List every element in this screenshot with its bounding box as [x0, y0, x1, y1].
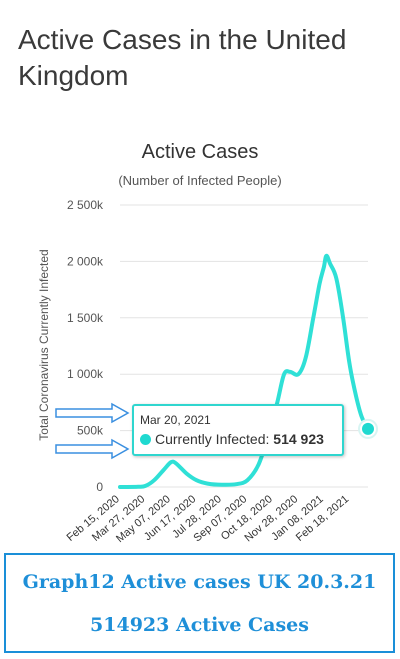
caption-line-1: Graph12 Active cases UK 20.3.21 [22, 571, 377, 593]
y-tick-label: 0 [96, 480, 103, 494]
annotation-arrow-shape [55, 438, 130, 460]
annotation-arrow-shape [55, 402, 130, 424]
y-tick-label: 2 500k [67, 198, 104, 212]
chart-tooltip: Mar 20, 2021 Currently Infected: 514 923 [132, 404, 344, 456]
y-tick-label: 1 500k [67, 311, 104, 325]
caption-line-2: 514923 Active Cases [90, 614, 309, 636]
y-tick-label: 1 000k [67, 367, 104, 381]
tooltip-series-label: Currently Infected: [155, 431, 270, 447]
page-title: Active Cases in the United Kingdom [18, 24, 347, 91]
annotation-arrows [55, 402, 130, 460]
caption-box: Graph12 Active cases UK 20.3.21 514923 A… [4, 553, 395, 653]
highlight-point [362, 422, 374, 435]
y-tick-label: 2 000k [67, 254, 104, 268]
tooltip-date: Mar 20, 2021 [140, 413, 211, 427]
tooltip-value: 514 923 [273, 431, 324, 447]
series-dot-icon [140, 434, 151, 445]
tooltip-value-row: Currently Infected: 514 923 [140, 431, 324, 447]
annotation-arrow-icon [55, 402, 130, 424]
y-axis-label: Total Coronavirus Currently Infected [37, 249, 51, 440]
y-tick-label: 500k [77, 424, 104, 438]
annotation-arrow-icon [55, 438, 130, 460]
series-line [118, 253, 370, 489]
chart-title: Active Cases [142, 141, 259, 163]
chart-subtitle: (Number of Infected People) [118, 173, 281, 188]
y-ticks: 0 500k 1 000k 1 500k 2 000k 2 500k [67, 198, 104, 494]
series-layer [118, 253, 378, 489]
